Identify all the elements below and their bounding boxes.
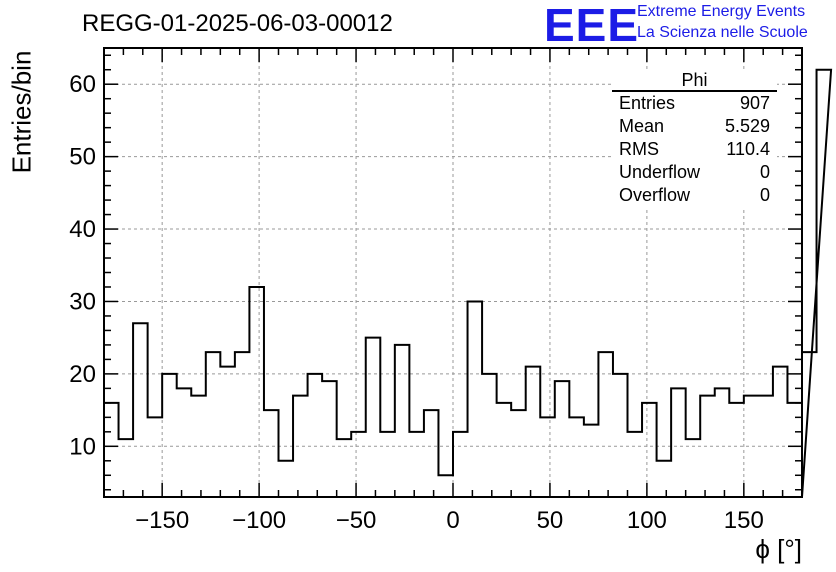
stat-row-entries: Entries 907 — [612, 92, 777, 115]
x-tick-label: 0 — [446, 507, 459, 534]
run-title: REGG-01-2025-06-03-00012 — [82, 10, 393, 37]
x-tick-label: 150 — [724, 507, 764, 534]
stat-label: Mean — [619, 116, 665, 136]
stat-value: 110.4 — [726, 139, 770, 159]
y-tick-label: 60 — [69, 71, 96, 98]
stat-label: RMS — [619, 139, 659, 159]
stat-value: 0 — [759, 185, 770, 205]
stat-label: Overflow — [619, 185, 691, 205]
x-tick-label: −150 — [135, 507, 189, 534]
y-tick-label: 50 — [69, 144, 96, 171]
y-tick-label: 30 — [69, 288, 96, 315]
stat-row-rms: RMS 110.4 — [612, 138, 777, 161]
stat-value: 907 — [739, 93, 770, 113]
logo-tagline-line1: Extreme Energy Events — [637, 3, 806, 20]
stat-value: 5.529 — [724, 116, 770, 136]
y-axis-label: Entries/bin — [6, 50, 37, 174]
stats-title: Phi — [612, 70, 777, 92]
stats-box: Phi Entries 907 Mean 5.529 RMS 110.4 Und… — [612, 70, 777, 207]
stat-value: 0 — [759, 162, 770, 182]
logo-tagline-line2: La Scienza nelle Scuole — [637, 24, 808, 41]
x-tick-label: 50 — [537, 507, 564, 534]
x-tick-label: −50 — [336, 507, 377, 534]
histogram-outline — [103, 68, 833, 498]
stat-label: Underflow — [619, 162, 701, 182]
stat-row-overflow: Overflow 0 — [612, 184, 777, 207]
x-tick-label: −100 — [232, 507, 286, 534]
x-axis-label: ϕ [°] — [755, 534, 802, 564]
stat-row-mean: Mean 5.529 — [612, 115, 777, 138]
y-tick-label: 40 — [69, 216, 96, 243]
y-tick-label: 10 — [69, 433, 96, 460]
x-tick-label: 100 — [627, 507, 667, 534]
stat-row-underflow: Underflow 0 — [612, 161, 777, 184]
stat-label: Entries — [619, 93, 676, 113]
eee-logo: EEE — [544, 0, 640, 51]
y-tick-label: 20 — [69, 361, 96, 388]
